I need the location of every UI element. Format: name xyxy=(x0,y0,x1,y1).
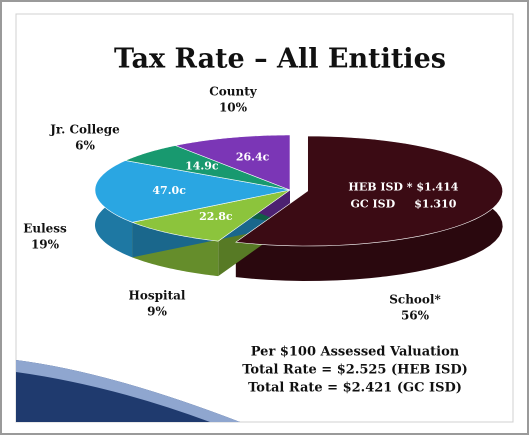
value-label: 9% xyxy=(147,305,167,319)
category-label: County xyxy=(209,85,258,99)
slice xyxy=(131,189,291,242)
slice xyxy=(235,135,503,247)
slice-label: 47.0c xyxy=(152,184,186,197)
slice-label: 14.9c xyxy=(185,160,219,173)
value-label: 6% xyxy=(75,139,95,153)
value-label: 56% xyxy=(401,309,430,323)
slice xyxy=(94,160,291,223)
value-label: 10% xyxy=(219,101,248,115)
category-label: Hospital xyxy=(129,289,186,303)
swoosh-highlight xyxy=(16,360,240,422)
category-label: School* xyxy=(389,293,441,307)
slice xyxy=(124,145,291,191)
annotation: Total Rate = $2.421 (GC ISD) xyxy=(248,381,462,396)
category-label: Jr. College xyxy=(49,123,120,137)
annotation: Per $100 Assessed Valuation xyxy=(251,345,460,360)
slice-label: HEB ISD * $1.414 xyxy=(348,181,458,194)
chart-title: Tax Rate – All Entities xyxy=(114,44,446,75)
slice-label: GC ISD $1.310 xyxy=(351,198,457,211)
slice-label: 26.4c xyxy=(236,151,270,164)
slice xyxy=(174,134,291,191)
annotation: Total Rate = $2.525 (HEB ISD) xyxy=(242,363,468,378)
category-label: Euless xyxy=(23,222,67,236)
value-label: 19% xyxy=(31,238,60,252)
slice-label: 22.8c xyxy=(199,210,233,223)
